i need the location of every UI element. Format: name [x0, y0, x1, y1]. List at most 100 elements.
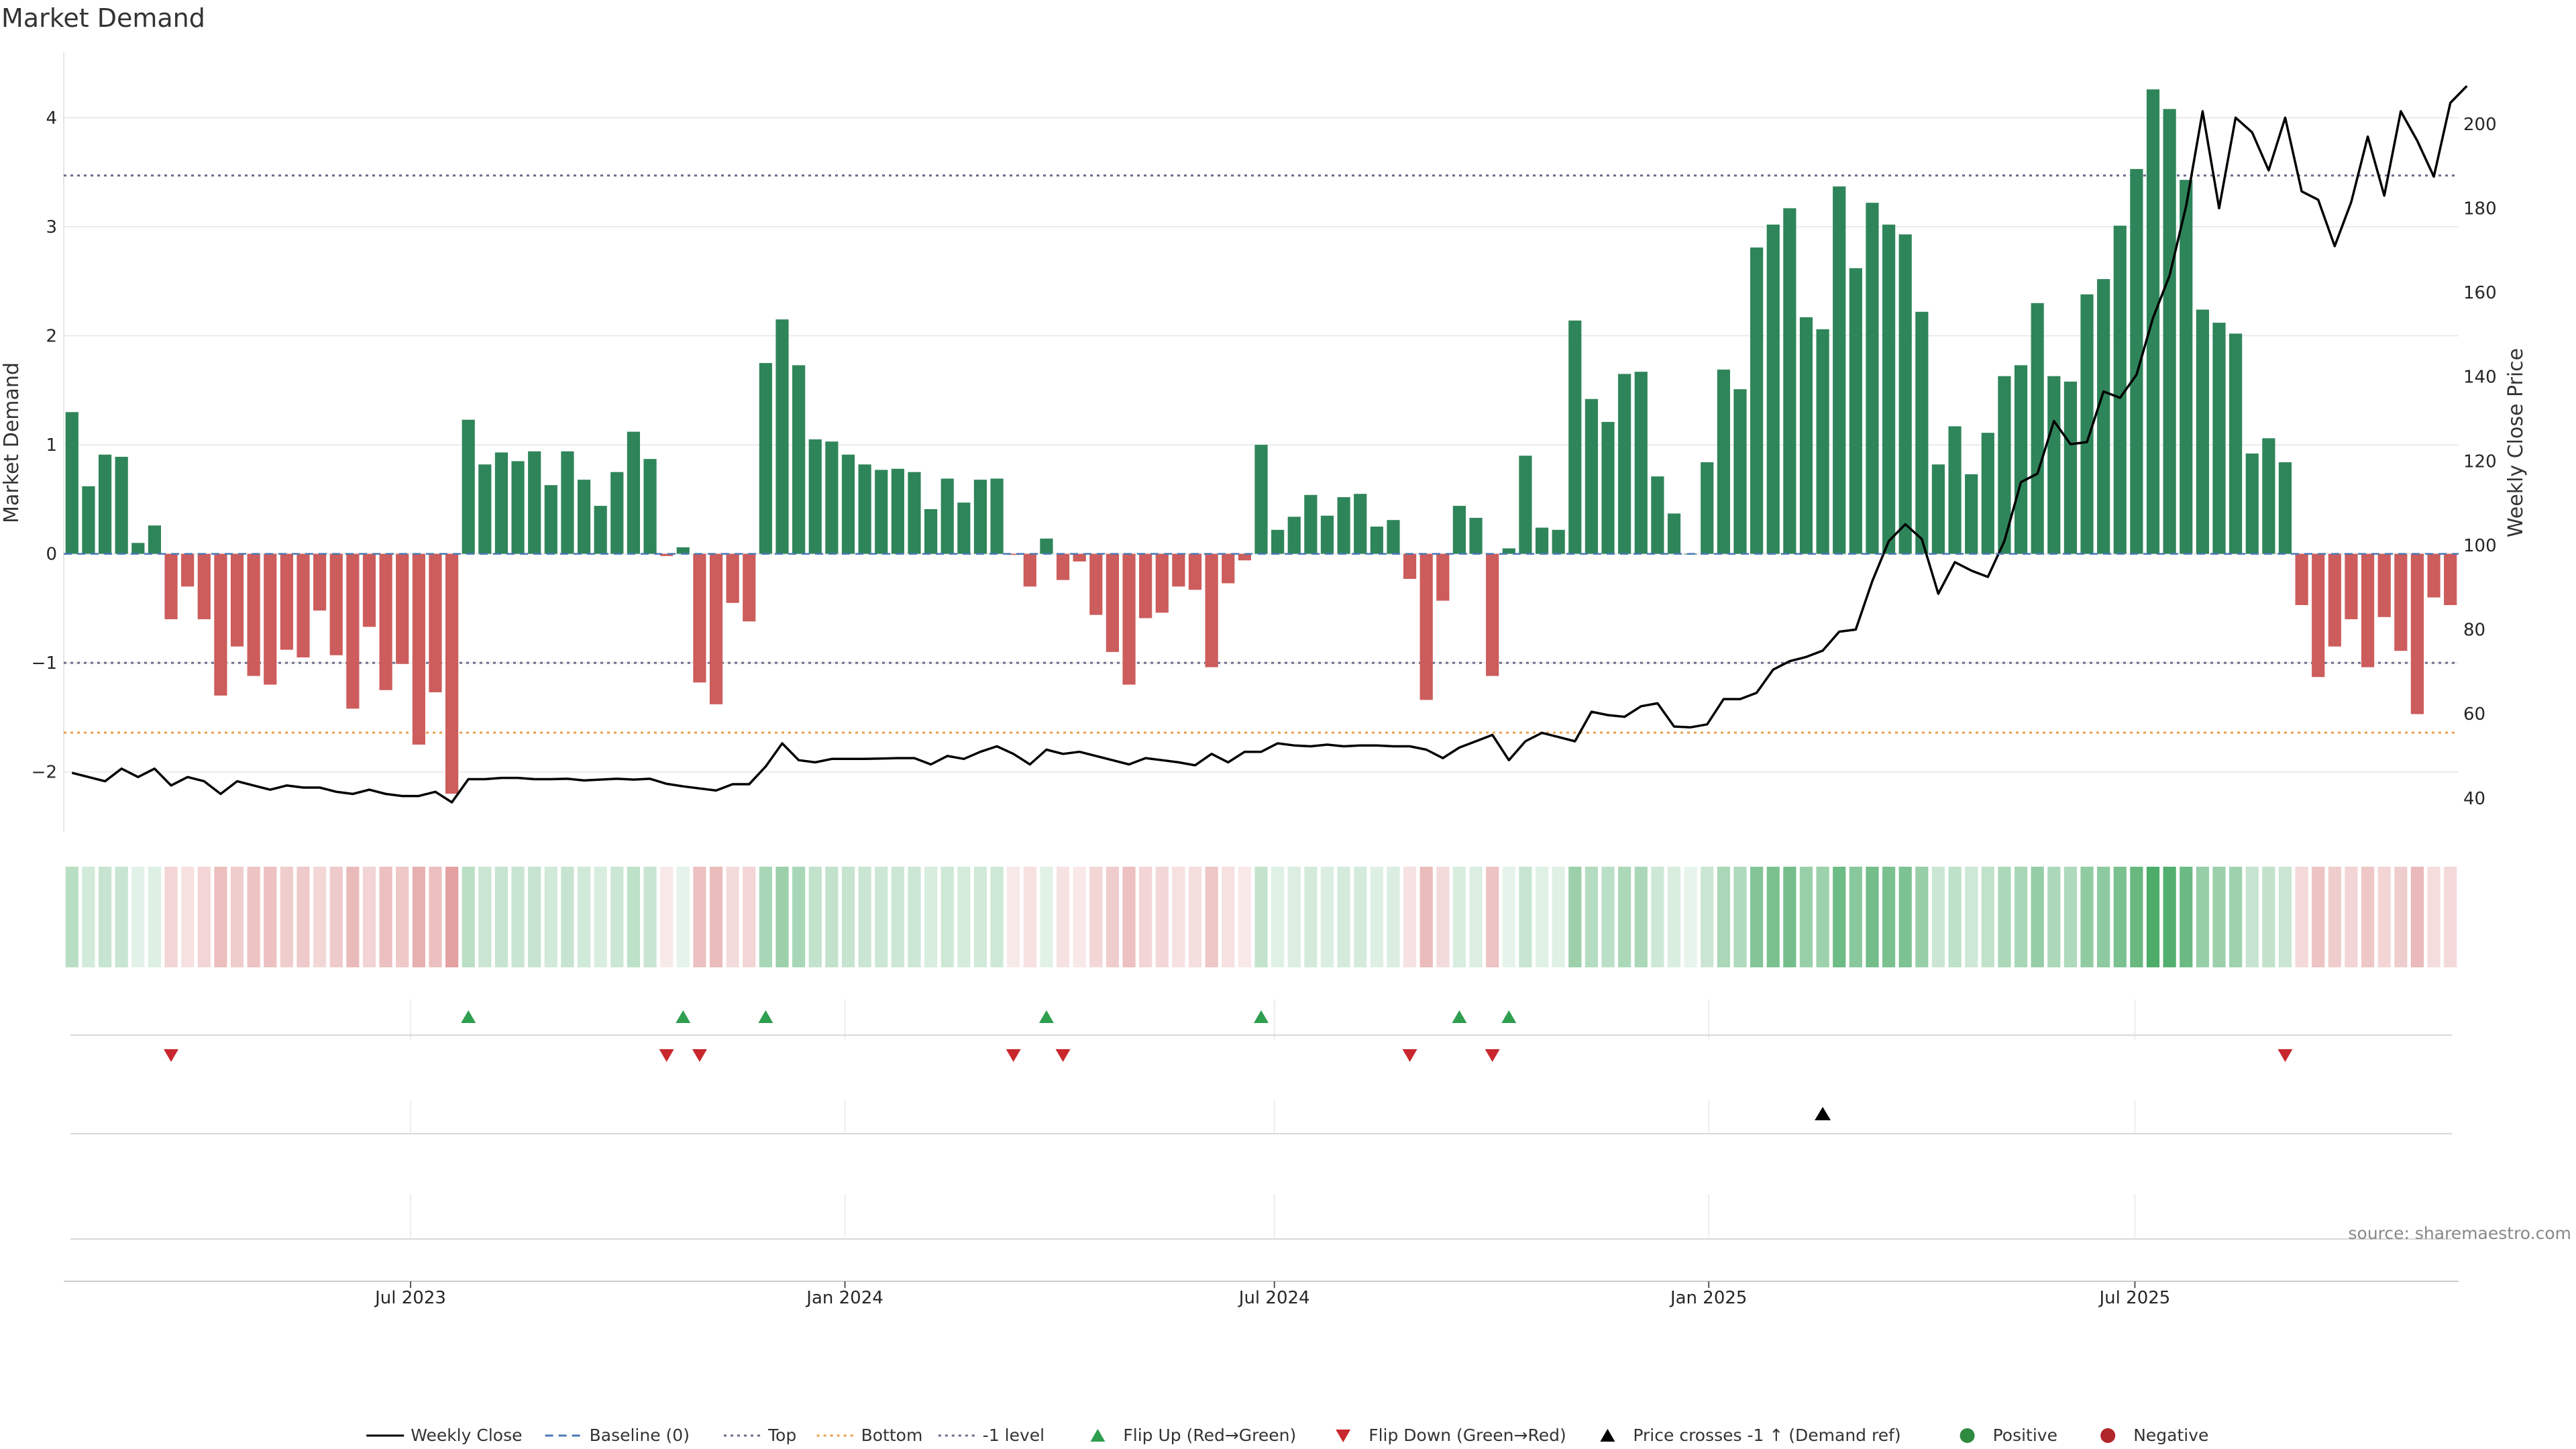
heat-cell [1403, 867, 1417, 967]
heat-cell [280, 867, 293, 967]
heat-cell [1882, 867, 1896, 967]
demand-bar [594, 506, 607, 554]
demand-bar [429, 553, 442, 692]
demand-bar [247, 553, 260, 676]
heat-cell [1486, 867, 1499, 967]
legend-label: Positive [1993, 1426, 2057, 1445]
x-tick-label: Jan 2025 [1669, 1288, 1748, 1308]
heat-cell [973, 867, 987, 967]
legend-item: Flip Down (Green→Red) [1336, 1426, 1566, 1445]
heat-cell [1139, 867, 1152, 967]
heat-cell [1601, 867, 1615, 967]
heat-cell [1271, 867, 1285, 967]
heat-cell [709, 867, 723, 967]
right-axis: 200 180 160 140 120 100 80 60 40 [2463, 115, 2497, 809]
heat-cell [98, 867, 112, 967]
heat-cell [676, 867, 690, 967]
y-left-tick-label: 4 [46, 109, 57, 129]
flip-down-marker [1402, 1049, 1417, 1062]
price-cross-marker [1815, 1107, 1831, 1120]
heat-cell [1502, 867, 1515, 967]
heat-cell [131, 867, 145, 967]
heat-cell [1040, 867, 1053, 967]
demand-bar [362, 553, 376, 627]
demand-bar [2278, 462, 2292, 554]
heat-cell [1568, 867, 1582, 967]
heat-cell [1188, 867, 1202, 967]
demand-bar [2212, 323, 2226, 554]
heat-cell [1750, 867, 1764, 967]
demand-bar [891, 468, 904, 554]
heat-cell [2394, 867, 2408, 967]
demand-bars [65, 89, 2457, 794]
heat-cell [2361, 867, 2375, 967]
demand-bar [743, 553, 756, 622]
x-tick-label: Jul 2025 [2098, 1288, 2171, 1308]
flip-up-marker [461, 1010, 476, 1023]
heat-cell [1387, 867, 1400, 967]
legend-label: Price crosses -1 ↑ (Demand ref) [1633, 1426, 1900, 1445]
heat-cell [2427, 867, 2440, 967]
demand-bar [2097, 279, 2110, 554]
demand-bar [1436, 553, 1450, 601]
x-axis: Jul 2023 Jan 2024 Jul 2024 Jan 2025 Jul 2025 [374, 1281, 2170, 1308]
heat-cell [1370, 867, 1383, 967]
heat-cell [2180, 867, 2193, 967]
legend-symbol [1336, 1430, 1351, 1442]
heat-cell [82, 867, 95, 967]
demand-bar [2047, 376, 2061, 554]
heat-cell [2278, 867, 2292, 967]
chart-title: Market Demand [1, 3, 205, 33]
demand-bar [2262, 438, 2275, 554]
heat-cell [610, 867, 624, 967]
demand-bar [924, 508, 938, 554]
demand-bar [2361, 553, 2375, 667]
demand-bar [908, 472, 921, 554]
flip-down-marker [1006, 1049, 1021, 1062]
heat-cell [1866, 867, 1879, 967]
heat-cell [2031, 867, 2044, 967]
demand-bar [1568, 320, 1582, 554]
demand-bar [2130, 168, 2143, 554]
demand-bar [131, 543, 145, 554]
demand-bar [2163, 109, 2176, 554]
y-right-tick-label: 40 [2463, 789, 2485, 809]
demand-bar [726, 553, 739, 603]
legend-item: Positive [1960, 1426, 2057, 1445]
heat-cell [2130, 867, 2143, 967]
demand-bar [346, 553, 360, 709]
heat-cell [1799, 867, 1813, 967]
demand-bar [2328, 553, 2341, 647]
weekly-close-line [71, 85, 2468, 804]
demand-bar [2295, 553, 2308, 605]
demand-bar [1155, 553, 1169, 613]
heat-cell [544, 867, 557, 967]
legend-symbol [1960, 1428, 1975, 1443]
legend-item: Bottom [816, 1426, 922, 1445]
demand-bar [1948, 426, 1962, 554]
demand-bar [1733, 389, 1747, 554]
heat-cell [908, 867, 921, 967]
demand-bar [230, 553, 244, 647]
heat-cell [808, 867, 822, 967]
heat-cell [329, 867, 343, 967]
heat-cell [1667, 867, 1681, 967]
demand-bar [1486, 553, 1499, 676]
heat-cell [1849, 867, 1862, 967]
y-left-tick-label: 3 [46, 217, 57, 237]
flip-up-marker [1452, 1010, 1467, 1023]
heat-cell [181, 867, 195, 967]
demand-bar [396, 553, 409, 664]
heat-cell [1320, 867, 1334, 967]
heat-cell [1106, 867, 1120, 967]
demand-heat-strip [65, 867, 2457, 967]
heat-cell [1552, 867, 1565, 967]
demand-bar [1519, 455, 1532, 554]
heat-cell [1717, 867, 1730, 967]
heat-cell [2444, 867, 2457, 967]
demand-bar [2229, 333, 2243, 554]
heat-cell [1337, 867, 1350, 967]
x-tick-label: Jul 2023 [374, 1288, 446, 1308]
demand-bar [2394, 553, 2408, 651]
demand-bar [1254, 445, 1268, 554]
